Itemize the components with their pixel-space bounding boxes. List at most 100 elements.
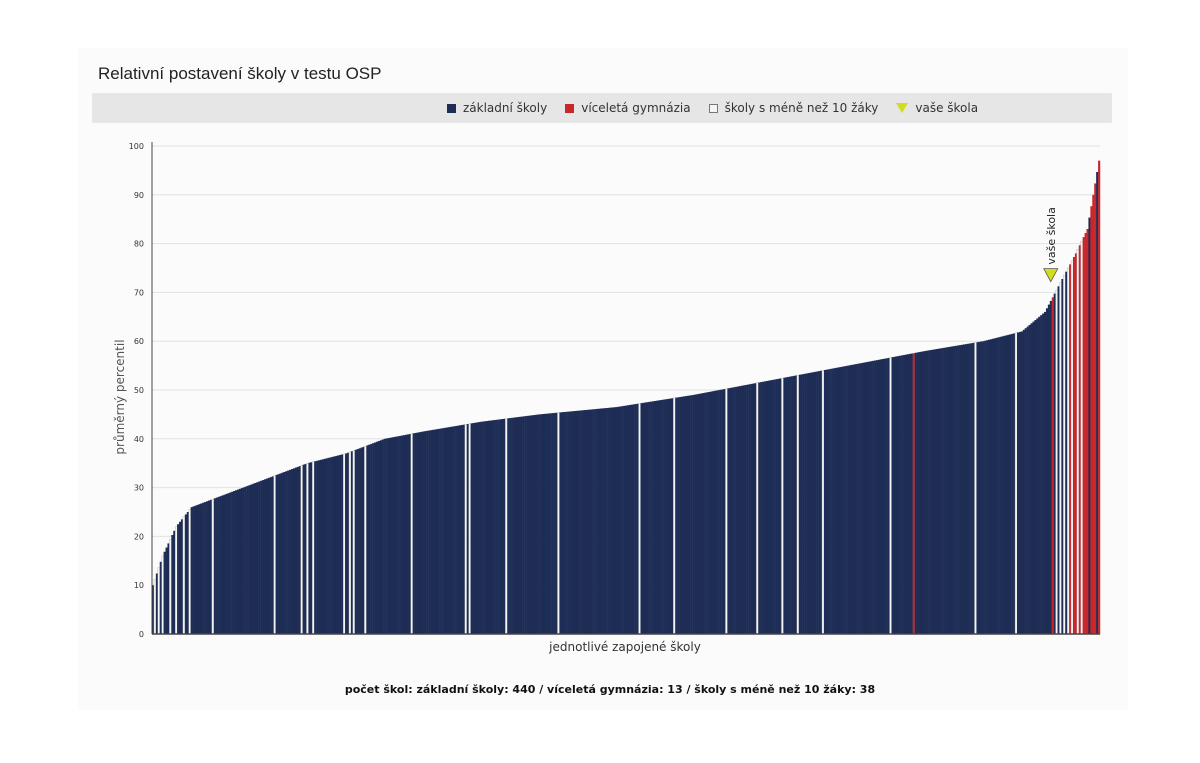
- bar-zakladni-skola: [433, 429, 437, 634]
- bar-zakladni-skola: [308, 462, 311, 634]
- bar-zakladni-skola: [445, 427, 448, 634]
- bar-zakladni-skola: [999, 336, 1002, 634]
- bar-zakladni-skola: [198, 504, 201, 634]
- bar-zakladni-skola: [785, 377, 788, 634]
- bar-zakladni-skola: [248, 485, 251, 634]
- bar-zakladni-skola: [540, 414, 543, 634]
- bar-zakladni-skola: [764, 381, 767, 634]
- bar-zakladni-skola: [623, 405, 626, 634]
- bar-zakladni-skola: [252, 483, 255, 634]
- bar-zakladni-skola: [339, 454, 342, 634]
- bar-zakladni-skola: [528, 415, 531, 634]
- bar-zakladni-skola: [387, 438, 390, 634]
- bar-mala-skola: [889, 357, 892, 635]
- bar-zakladni-skola: [180, 519, 184, 634]
- bar-zakladni-skola: [235, 490, 238, 634]
- bar-zakladni-skola: [455, 425, 458, 634]
- bar-zakladni-skola: [391, 437, 394, 634]
- bar-zakladni-skola: [453, 426, 456, 634]
- bar-zakladni-skola: [254, 482, 257, 634]
- bar-zakladni-skola: [609, 407, 612, 634]
- legend-label-vase-skola: vaše škola: [915, 101, 979, 115]
- y-tick-label: 10: [134, 581, 144, 590]
- bar-zakladni-skola: [408, 434, 411, 634]
- bar-zakladni-skola: [644, 402, 647, 634]
- bar-zakladni-skola: [847, 365, 850, 634]
- bar-zakladni-skola: [395, 436, 398, 634]
- bar-zakladni-skola: [1022, 329, 1025, 634]
- bar-zakladni-skola: [265, 478, 269, 634]
- bar-zakladni-skola: [588, 409, 591, 634]
- bar-zakladni-skola: [372, 443, 375, 634]
- bar-zakladni-skola: [661, 399, 664, 634]
- bar-zakladni-skola: [217, 496, 220, 634]
- bar-zakladni-skola: [636, 403, 639, 634]
- bar-zakladni-skola: [1036, 318, 1039, 634]
- bar-zakladni-skola: [711, 391, 715, 634]
- bar-zakladni-skola: [862, 362, 865, 634]
- bar-zakladni-skola: [431, 429, 435, 634]
- bar-zakladni-skola: [765, 380, 769, 634]
- bar-zakladni-skola: [787, 376, 790, 634]
- bar-zakladni-skola: [626, 405, 630, 634]
- y-axis-label: průměrný percentil: [113, 339, 127, 455]
- bar-zakladni-skola: [267, 477, 271, 634]
- bar-zakladni-skola: [377, 441, 381, 634]
- bar-zakladni-skola: [823, 369, 827, 634]
- bar-zakladni-skola: [632, 404, 635, 634]
- bar-zakladni-skola: [850, 364, 854, 634]
- y-tick-label: 50: [134, 386, 144, 395]
- bar-zakladni-skola: [283, 471, 286, 634]
- bar-mala-skola: [796, 374, 800, 635]
- bar-zakladni-skola: [457, 425, 460, 634]
- bar-zakladni-skola: [968, 343, 971, 634]
- bar-zakladni-skola: [978, 341, 981, 634]
- bar-zakladni-skola: [731, 387, 734, 634]
- your-school-label: vaše škola: [1045, 207, 1058, 264]
- bar-zakladni-skola: [422, 431, 425, 634]
- bar-zakladni-skola: [304, 463, 307, 634]
- bar-zakladni-skola: [350, 451, 354, 634]
- bar-zakladni-skola: [362, 446, 365, 634]
- bar-zakladni-skola: [959, 345, 962, 634]
- bar-zakladni-skola: [748, 384, 751, 634]
- legend-swatch-male-skoly: [708, 103, 718, 113]
- bar-mala-skola: [153, 579, 157, 635]
- your-school-marker-icon: [1043, 268, 1059, 283]
- bar-zakladni-skola: [277, 474, 280, 634]
- bar-zakladni-skola: [319, 459, 323, 634]
- bar-zakladni-skola: [988, 339, 991, 634]
- bar-mala-skola: [1070, 260, 1074, 635]
- bar-zakladni-skola: [393, 436, 396, 634]
- bar-zakladni-skola: [879, 359, 883, 634]
- bar-zakladni-skola: [837, 367, 840, 634]
- bar-zakladni-skola: [279, 473, 282, 634]
- bar-mala-skola: [161, 555, 164, 635]
- legend-item-vase-skola: vaše škola: [896, 101, 978, 115]
- bar-zakladni-skola: [379, 440, 383, 634]
- bar-zakladni-skola: [316, 460, 319, 634]
- bar-zakladni-skola: [318, 460, 321, 634]
- bar-zakladni-skola: [715, 390, 718, 634]
- bar-zakladni-skola: [995, 337, 998, 634]
- bar-zakladni-skola: [939, 348, 942, 634]
- bar-zakladni-skola: [233, 491, 236, 634]
- bar-zakladni-skola: [375, 441, 379, 634]
- bar-zakladni-skola: [401, 435, 404, 634]
- legend-item-vicelata-gymnazia: víceletá gymnázia: [565, 101, 691, 115]
- bar-zakladni-skola: [292, 468, 296, 634]
- bar-zakladni-skola: [922, 351, 925, 634]
- y-tick-label: 0: [139, 630, 144, 639]
- bar-zakladni-skola: [399, 435, 402, 634]
- bar-zakladni-skola: [866, 361, 869, 634]
- bar-zakladni-skola: [827, 369, 830, 634]
- bar-zakladni-skola: [202, 502, 205, 634]
- bar-mala-skola: [505, 418, 508, 635]
- bar-zakladni-skola: [829, 368, 832, 634]
- bar-viceleta-gymnazium: [1069, 264, 1072, 634]
- bar-zakladni-skola: [733, 387, 736, 634]
- bar-zakladni-skola: [441, 428, 444, 634]
- bar-zakladni-skola: [655, 400, 659, 634]
- bar-zakladni-skola: [563, 412, 566, 634]
